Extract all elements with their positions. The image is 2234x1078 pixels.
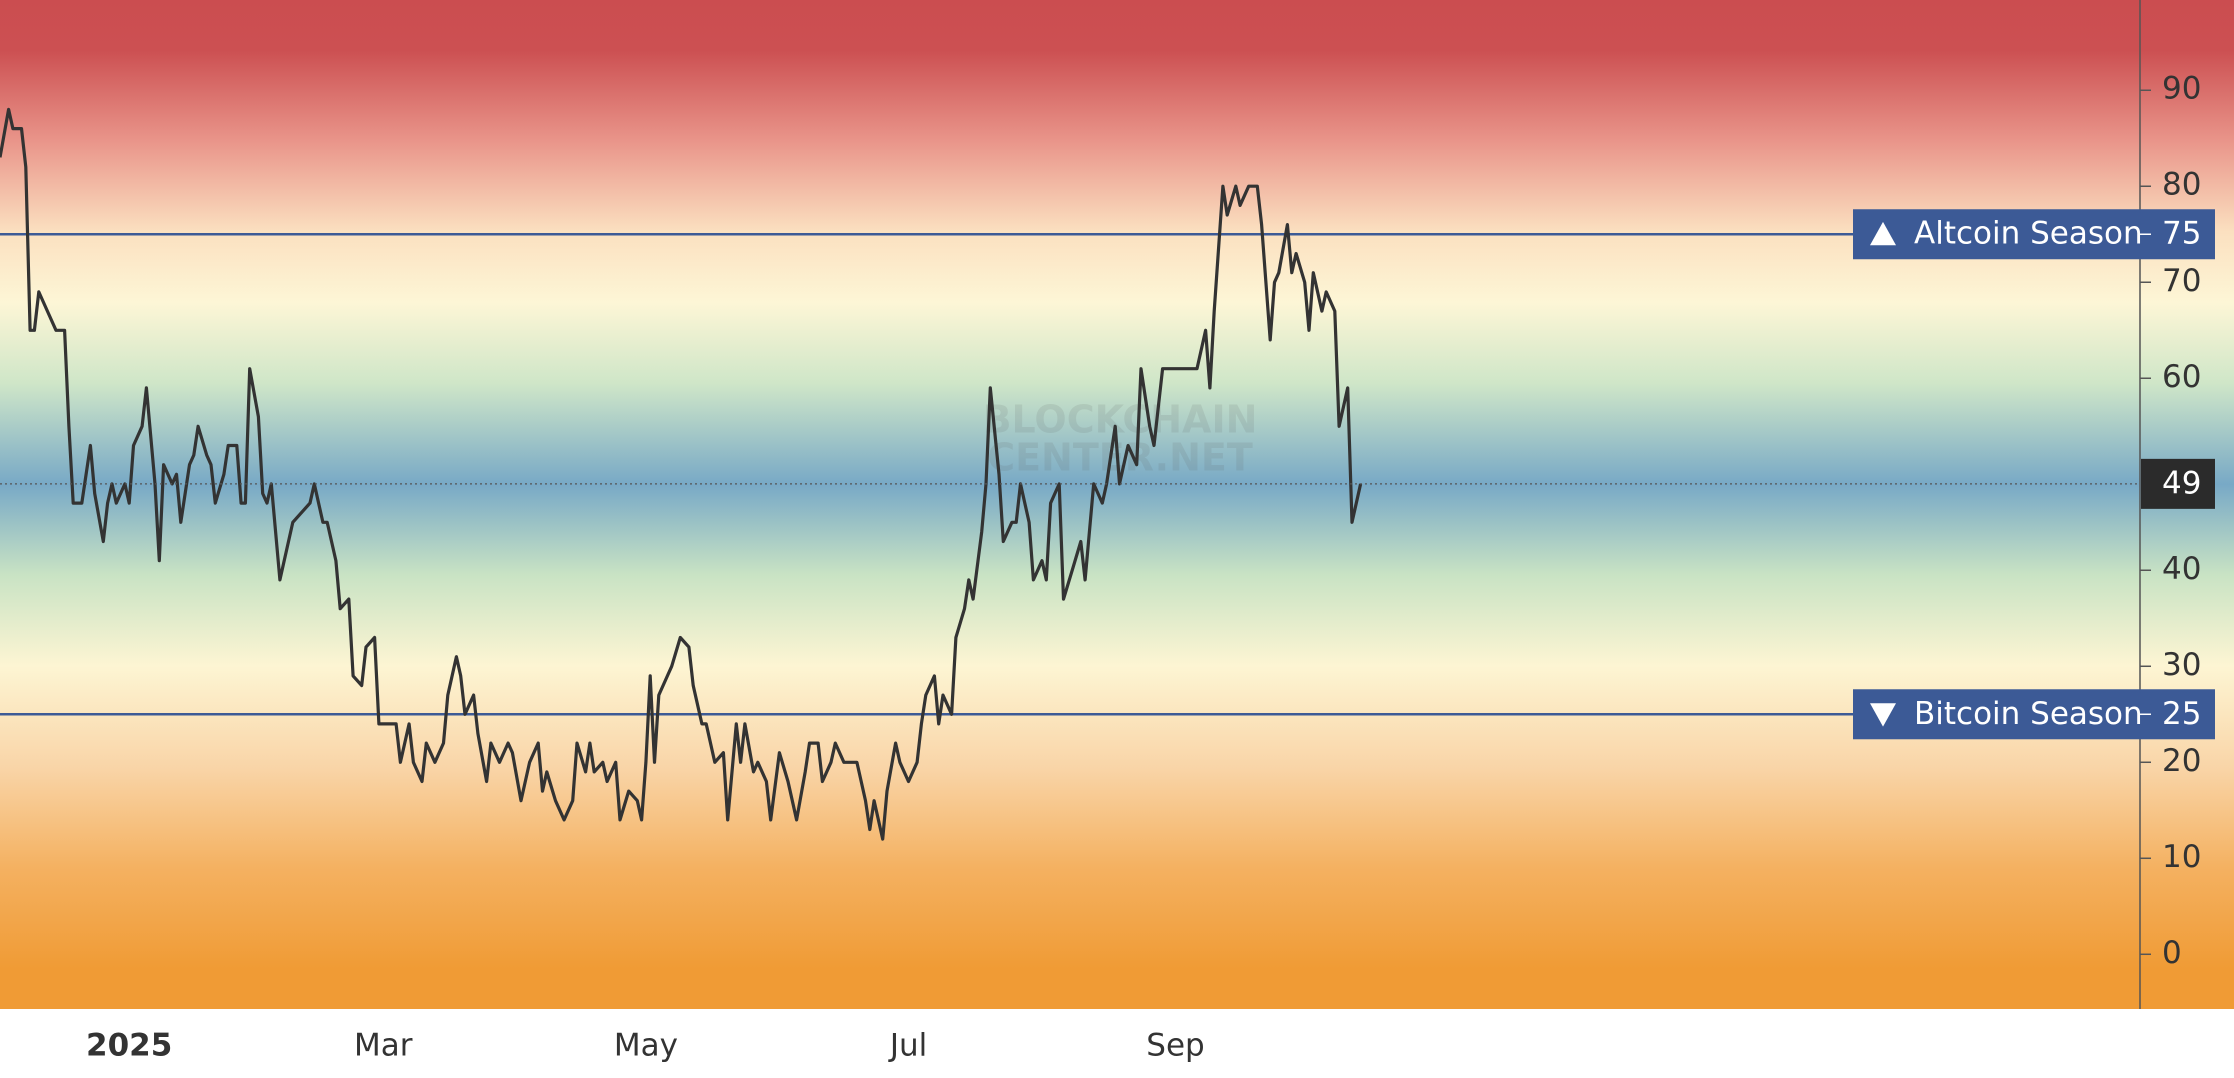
x-tick-label: Jul bbox=[888, 1028, 927, 1064]
reference-label: Bitcoin Season bbox=[1914, 696, 2143, 732]
y-tick-label: 10 bbox=[2162, 839, 2201, 875]
y-tick-label: 80 bbox=[2162, 167, 2201, 203]
reference-box bbox=[1853, 689, 2215, 740]
y-tick-label: 30 bbox=[2162, 647, 2201, 683]
reference-label: Altcoin Season bbox=[1914, 216, 2143, 252]
y-tick-label: 0 bbox=[2162, 935, 2182, 971]
reference-value: 75 bbox=[2162, 216, 2201, 252]
last-value-label: 49 bbox=[2162, 465, 2201, 501]
data-line bbox=[0, 107, 1363, 841]
x-tick-label: 2025 bbox=[86, 1028, 172, 1064]
reference-arrow bbox=[1870, 703, 1896, 727]
x-tick-label: Sep bbox=[1146, 1028, 1204, 1064]
x-tick-label: May bbox=[614, 1028, 678, 1064]
x-tick-label: Mar bbox=[354, 1028, 413, 1064]
y-tick-label: 70 bbox=[2162, 263, 2201, 299]
last-value-box bbox=[2141, 458, 2215, 509]
y-tick-label: 90 bbox=[2162, 71, 2201, 107]
watermark: BLOCKCHAIN bbox=[983, 398, 1258, 442]
reference-value: 25 bbox=[2162, 696, 2201, 732]
y-tick-label: 20 bbox=[2162, 743, 2201, 779]
background bbox=[0, 0, 2234, 1009]
y-tick-label: 40 bbox=[2162, 551, 2201, 587]
reference-box bbox=[1853, 209, 2215, 260]
y-tick-label: 60 bbox=[2162, 359, 2201, 395]
reference-arrow bbox=[1870, 221, 1896, 246]
